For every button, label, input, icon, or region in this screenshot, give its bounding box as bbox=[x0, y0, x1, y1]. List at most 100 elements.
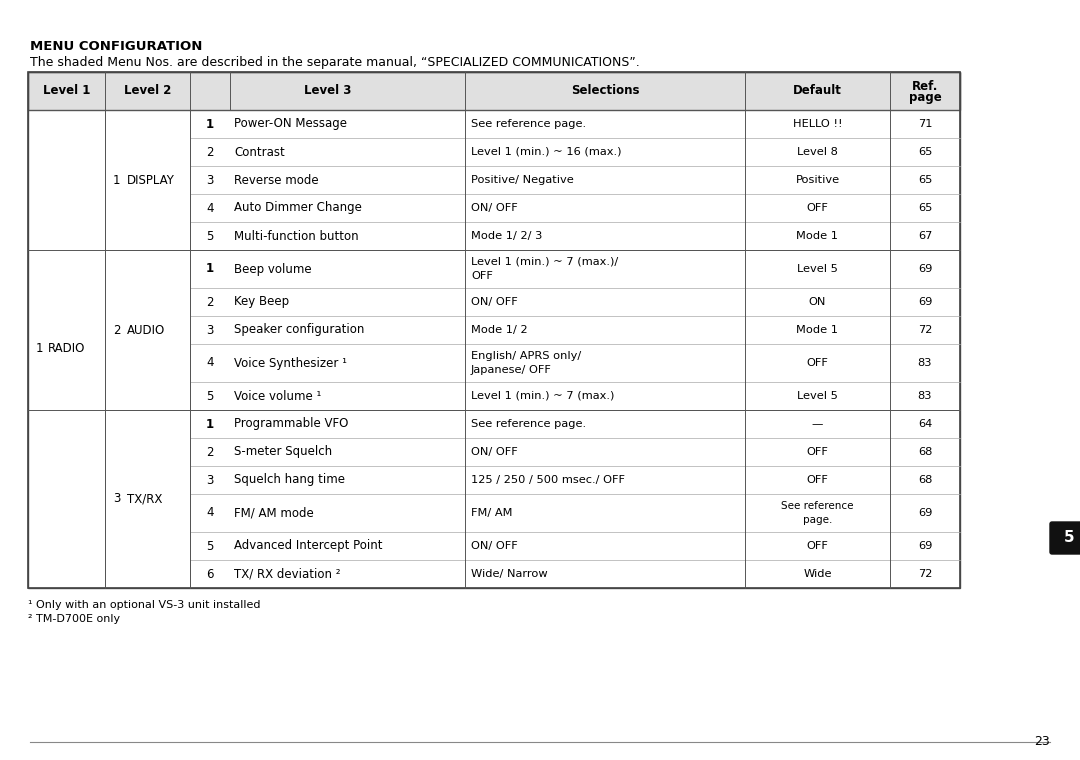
Text: page: page bbox=[908, 90, 942, 103]
Text: ¹ Only with an optional VS-3 unit installed: ¹ Only with an optional VS-3 unit instal… bbox=[28, 600, 260, 610]
Bar bbox=[28, 72, 960, 110]
Text: Voice Synthesizer ¹: Voice Synthesizer ¹ bbox=[234, 356, 347, 369]
Text: 68: 68 bbox=[918, 447, 932, 457]
Text: Key Beep: Key Beep bbox=[234, 296, 289, 309]
Text: 69: 69 bbox=[918, 264, 932, 274]
Text: OFF: OFF bbox=[807, 447, 828, 457]
FancyBboxPatch shape bbox=[1050, 522, 1080, 554]
Text: Level 3: Level 3 bbox=[303, 84, 351, 97]
Text: 72: 72 bbox=[918, 325, 932, 335]
Text: ON/ OFF: ON/ OFF bbox=[471, 297, 517, 307]
Text: ON/ OFF: ON/ OFF bbox=[471, 541, 517, 551]
Text: 6: 6 bbox=[206, 568, 214, 581]
Text: Japanese/ OFF: Japanese/ OFF bbox=[471, 365, 552, 375]
Text: English/ APRS only/: English/ APRS only/ bbox=[471, 351, 581, 361]
Text: OFF: OFF bbox=[807, 475, 828, 485]
Text: HELLO !!: HELLO !! bbox=[793, 119, 842, 129]
Text: See reference page.: See reference page. bbox=[471, 119, 586, 129]
Text: Contrast: Contrast bbox=[234, 145, 285, 159]
Text: 2: 2 bbox=[206, 145, 214, 159]
Text: Power-ON Message: Power-ON Message bbox=[234, 118, 347, 131]
Text: 5: 5 bbox=[206, 389, 214, 403]
Text: 65: 65 bbox=[918, 203, 932, 213]
Text: 2: 2 bbox=[206, 445, 214, 458]
Text: 67: 67 bbox=[918, 231, 932, 241]
Text: 5: 5 bbox=[206, 230, 214, 242]
Text: ON/ OFF: ON/ OFF bbox=[471, 203, 517, 213]
Text: Default: Default bbox=[793, 84, 842, 97]
Text: 71: 71 bbox=[918, 119, 932, 129]
Text: 65: 65 bbox=[918, 147, 932, 157]
Text: See reference: See reference bbox=[781, 501, 854, 511]
Bar bbox=[190, 72, 465, 110]
Text: Advanced Intercept Point: Advanced Intercept Point bbox=[234, 540, 382, 553]
Text: Voice volume ¹: Voice volume ¹ bbox=[234, 389, 322, 403]
Text: Level 2: Level 2 bbox=[124, 84, 172, 97]
Text: ON/ OFF: ON/ OFF bbox=[471, 447, 517, 457]
Bar bbox=[28, 72, 105, 110]
Text: 83: 83 bbox=[918, 391, 932, 401]
Text: OFF: OFF bbox=[807, 541, 828, 551]
Text: AUDIO: AUDIO bbox=[127, 324, 165, 337]
Text: Beep volume: Beep volume bbox=[234, 262, 312, 276]
Bar bbox=[465, 72, 745, 110]
Text: Level 1: Level 1 bbox=[43, 84, 91, 97]
Text: TX/RX: TX/RX bbox=[127, 492, 162, 505]
Text: 1: 1 bbox=[206, 118, 214, 131]
Text: Wide/ Narrow: Wide/ Narrow bbox=[471, 569, 548, 579]
Text: Squelch hang time: Squelch hang time bbox=[234, 473, 345, 486]
Text: Ref.: Ref. bbox=[912, 80, 939, 93]
Text: ON: ON bbox=[809, 297, 826, 307]
Text: Wide: Wide bbox=[804, 569, 832, 579]
Text: 1: 1 bbox=[113, 173, 121, 186]
Text: Positive/ Negative: Positive/ Negative bbox=[471, 175, 573, 185]
Text: Level 1 (min.) ~ 16 (max.): Level 1 (min.) ~ 16 (max.) bbox=[471, 147, 621, 157]
Text: 2: 2 bbox=[113, 324, 121, 337]
Text: 125 / 250 / 500 msec./ OFF: 125 / 250 / 500 msec./ OFF bbox=[471, 475, 625, 485]
Text: Positive: Positive bbox=[796, 175, 839, 185]
Text: FM/ AM: FM/ AM bbox=[471, 508, 513, 518]
Bar bbox=[105, 72, 190, 110]
Text: OFF: OFF bbox=[471, 271, 492, 281]
Text: Mode 1/ 2/ 3: Mode 1/ 2/ 3 bbox=[471, 231, 542, 241]
Text: 69: 69 bbox=[918, 508, 932, 518]
Text: 83: 83 bbox=[918, 358, 932, 368]
Text: Level 1 (min.) ~ 7 (max.): Level 1 (min.) ~ 7 (max.) bbox=[471, 391, 615, 401]
Text: Level 5: Level 5 bbox=[797, 391, 838, 401]
Text: 3: 3 bbox=[206, 473, 214, 486]
Text: TX/ RX deviation ²: TX/ RX deviation ² bbox=[234, 568, 340, 581]
Bar bbox=[745, 72, 890, 110]
Text: Mode 1: Mode 1 bbox=[797, 231, 838, 241]
Text: Multi-function button: Multi-function button bbox=[234, 230, 359, 242]
Text: 72: 72 bbox=[918, 569, 932, 579]
Text: 68: 68 bbox=[918, 475, 932, 485]
Text: DISPLAY: DISPLAY bbox=[127, 173, 175, 186]
Text: 4: 4 bbox=[206, 201, 214, 214]
Text: 3: 3 bbox=[206, 173, 214, 186]
Text: See reference page.: See reference page. bbox=[471, 419, 586, 429]
Text: 65: 65 bbox=[918, 175, 932, 185]
Text: Auto Dimmer Change: Auto Dimmer Change bbox=[234, 201, 362, 214]
Text: page.: page. bbox=[802, 515, 833, 525]
Text: Speaker configuration: Speaker configuration bbox=[234, 324, 364, 337]
Bar bbox=[28, 72, 960, 588]
Text: 5: 5 bbox=[1064, 530, 1075, 546]
Text: 1: 1 bbox=[36, 343, 43, 356]
Text: 4: 4 bbox=[206, 506, 214, 520]
Text: 64: 64 bbox=[918, 419, 932, 429]
Bar bbox=[28, 72, 960, 588]
Text: Mode 1/ 2: Mode 1/ 2 bbox=[471, 325, 528, 335]
Text: —: — bbox=[812, 419, 823, 429]
Text: Level 8: Level 8 bbox=[797, 147, 838, 157]
Text: S-meter Squelch: S-meter Squelch bbox=[234, 445, 333, 458]
Text: RADIO: RADIO bbox=[48, 343, 85, 356]
Text: Selections: Selections bbox=[570, 84, 639, 97]
Text: 23: 23 bbox=[1035, 735, 1050, 748]
Text: 1: 1 bbox=[206, 262, 214, 276]
Text: Level 1 (min.) ~ 7 (max.)/: Level 1 (min.) ~ 7 (max.)/ bbox=[471, 257, 618, 267]
Text: ² TM-D700E only: ² TM-D700E only bbox=[28, 614, 120, 624]
Text: 69: 69 bbox=[918, 297, 932, 307]
Text: OFF: OFF bbox=[807, 203, 828, 213]
Text: Mode 1: Mode 1 bbox=[797, 325, 838, 335]
Text: 69: 69 bbox=[918, 541, 932, 551]
